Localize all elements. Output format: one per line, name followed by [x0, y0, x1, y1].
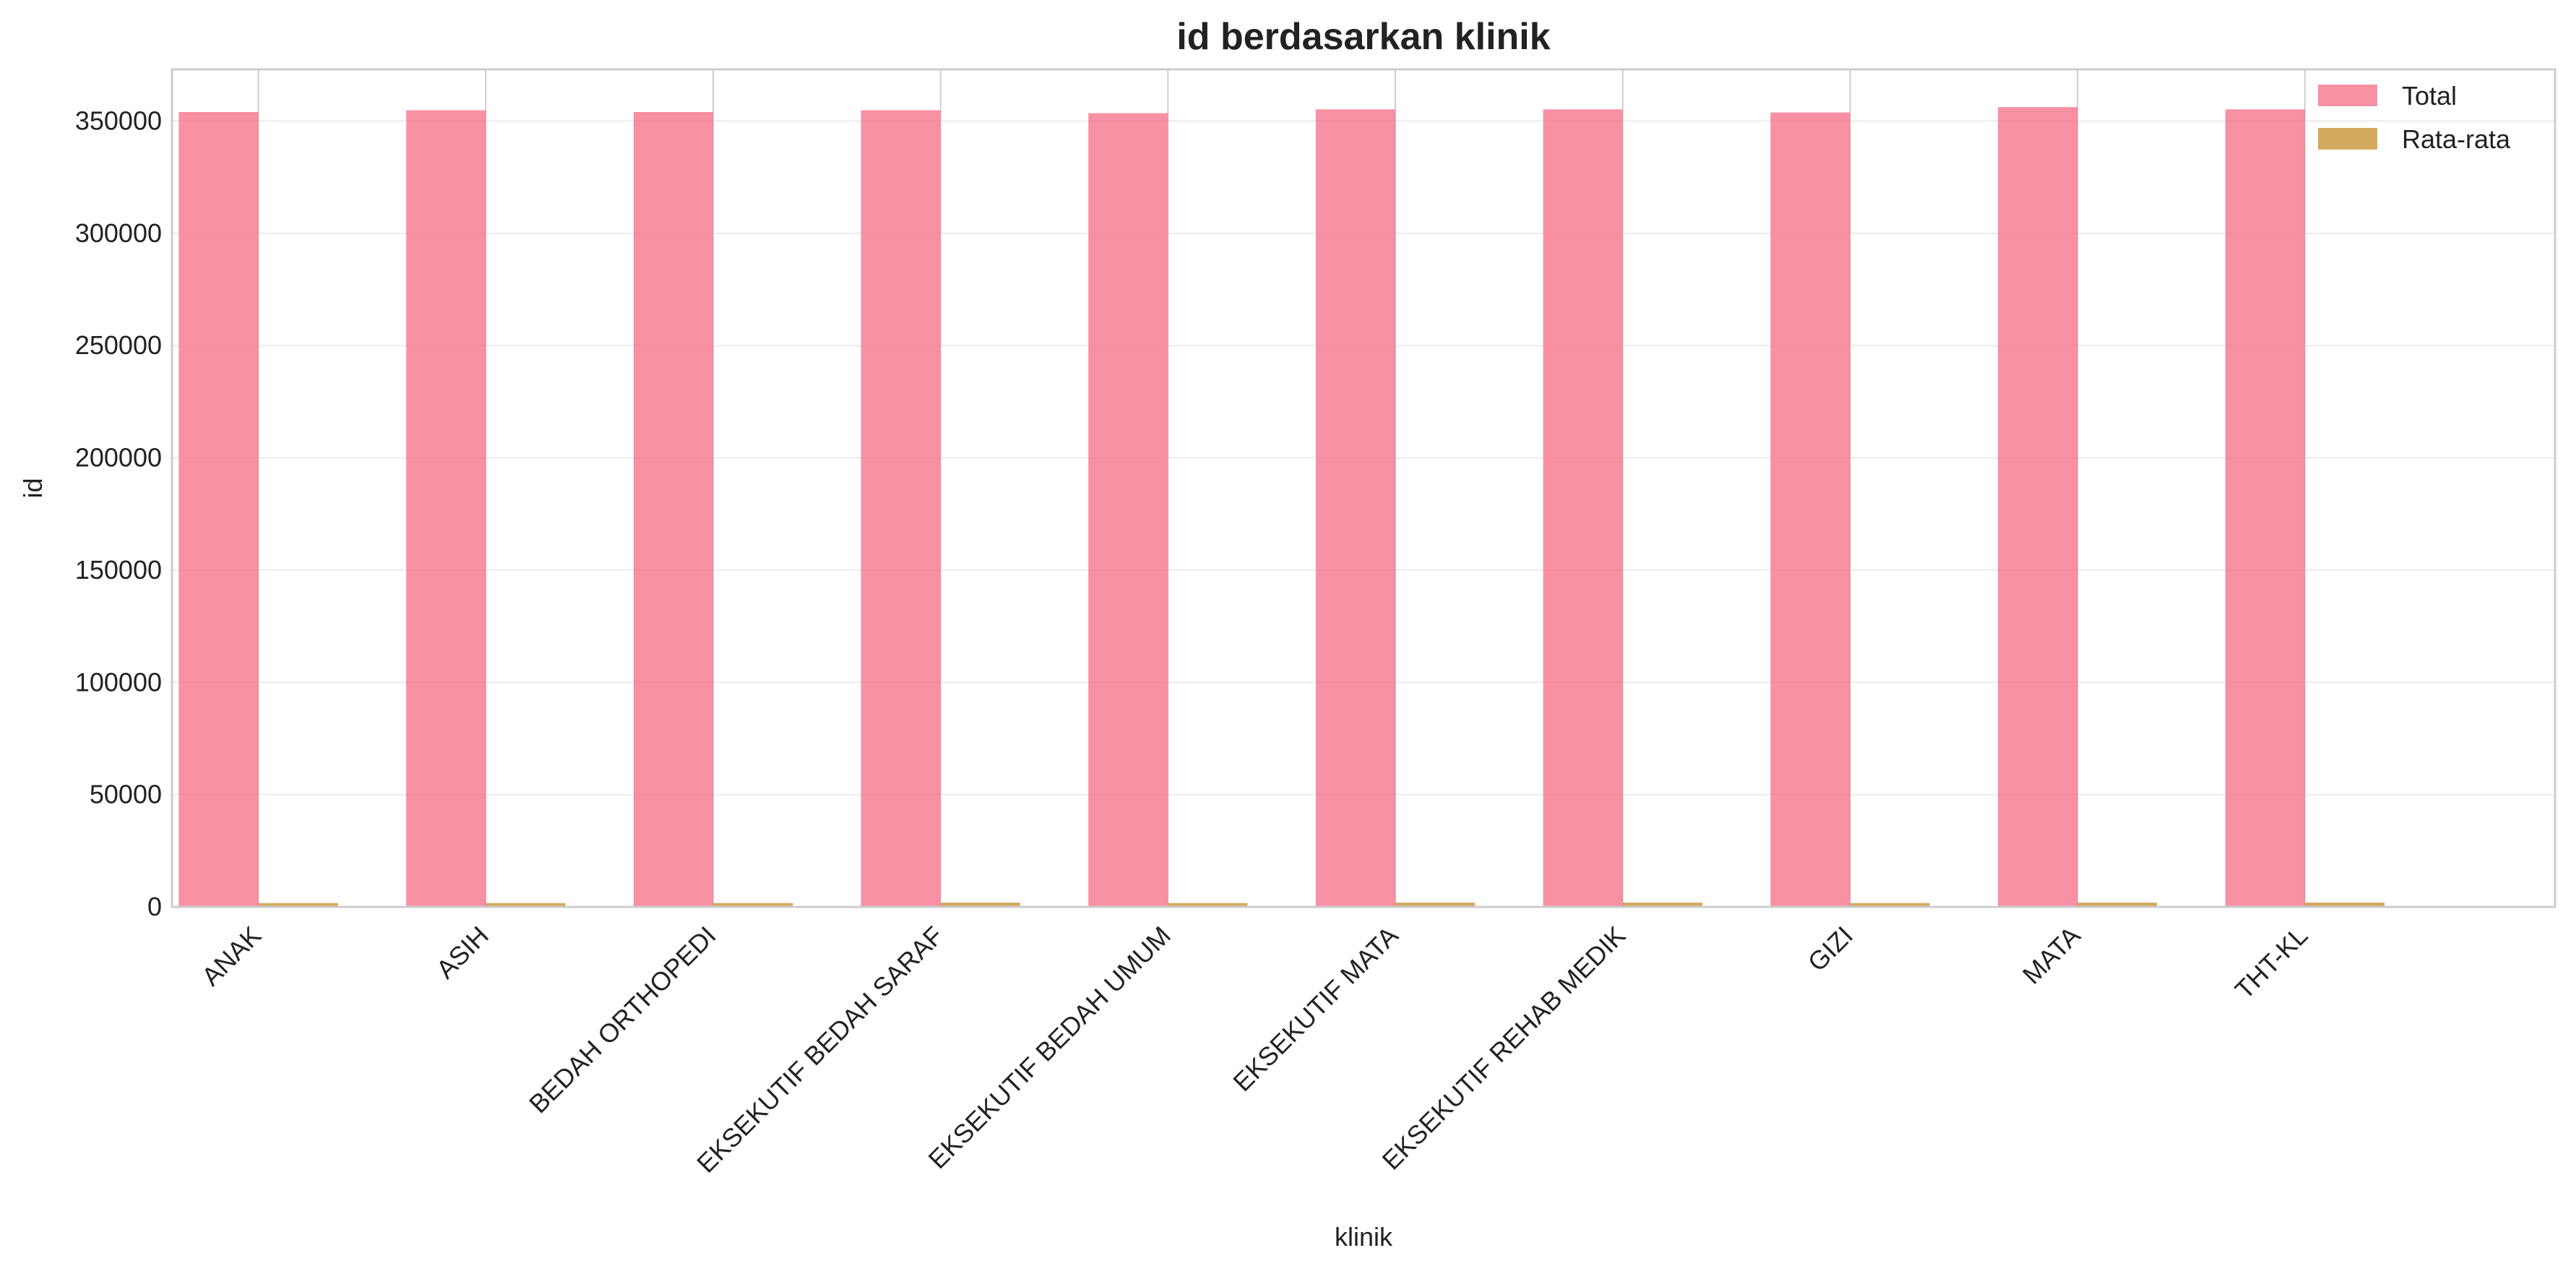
x-tick-label: ANAK — [196, 921, 267, 991]
legend: Total Rata-rata — [2318, 81, 2511, 154]
bar-total — [1770, 112, 1851, 908]
y-tick-label: 200000 — [75, 443, 162, 473]
x-tick-label: EKSEKUTIF BEDAH UMUM — [923, 921, 1176, 1174]
bar-rata-rata — [486, 903, 566, 907]
bar-rata-rata — [2304, 903, 2385, 907]
x-axis-label: klinik — [1335, 1222, 1393, 1252]
x-tick-label: EKSEKUTIF BEDAH SARAF — [691, 921, 949, 1179]
plot-frame — [171, 68, 2556, 908]
y-tick-labels: 0 50000 100000 150000 200000 250000 300000 3500… — [75, 106, 162, 921]
legend-swatch — [2318, 128, 2377, 150]
y-axis-label: id — [18, 478, 48, 498]
bar-total — [2225, 109, 2305, 908]
bar-total — [1997, 107, 2078, 907]
y-tick-label: 0 — [147, 892, 162, 921]
bar-total — [178, 112, 259, 907]
bar-rata-rata — [712, 903, 793, 907]
y-tick-label: 250000 — [75, 330, 162, 360]
bar-total — [1088, 113, 1168, 907]
x-tick-label: EKSEKUTIF MATA — [1227, 921, 1403, 1097]
bar-rata-rata — [1850, 903, 1930, 907]
legend-label: Rata-rata — [2402, 124, 2511, 154]
bar-total — [861, 110, 941, 907]
legend-swatch — [2318, 85, 2377, 106]
bar-rata-rata — [258, 903, 338, 907]
bar-total — [633, 112, 713, 907]
y-tick-label: 50000 — [90, 780, 162, 809]
x-tick-label: MATA — [2017, 921, 2086, 990]
x-tick-label: GIZI — [1802, 921, 1858, 977]
bars — [178, 107, 2385, 908]
y-tick-label: 350000 — [75, 106, 162, 135]
x-tick-label: THT-KL — [2229, 921, 2314, 1005]
chart-title: id berdasarkan klinik — [1176, 16, 1550, 58]
bar-rata-rata — [940, 903, 1020, 907]
bar-total — [1315, 109, 1396, 908]
x-tick-label: ASIH — [431, 921, 494, 984]
bar-total — [1543, 109, 1623, 908]
x-tick-label: BEDAH ORTHOPEDI — [523, 921, 722, 1119]
bar-rata-rata — [2077, 903, 2158, 907]
bar-rata-rata — [1168, 903, 1248, 907]
y-tick-label: 100000 — [75, 667, 162, 697]
x-tick-label: EKSEKUTIF REHAB MEDIK — [1376, 921, 1631, 1176]
bar-rata-rata — [1395, 903, 1476, 907]
bar-total — [406, 110, 486, 907]
y-tick-label: 300000 — [75, 218, 162, 248]
bar-rata-rata — [1622, 903, 1702, 907]
legend-label: Total — [2402, 81, 2457, 111]
y-tick-label: 150000 — [75, 555, 162, 585]
